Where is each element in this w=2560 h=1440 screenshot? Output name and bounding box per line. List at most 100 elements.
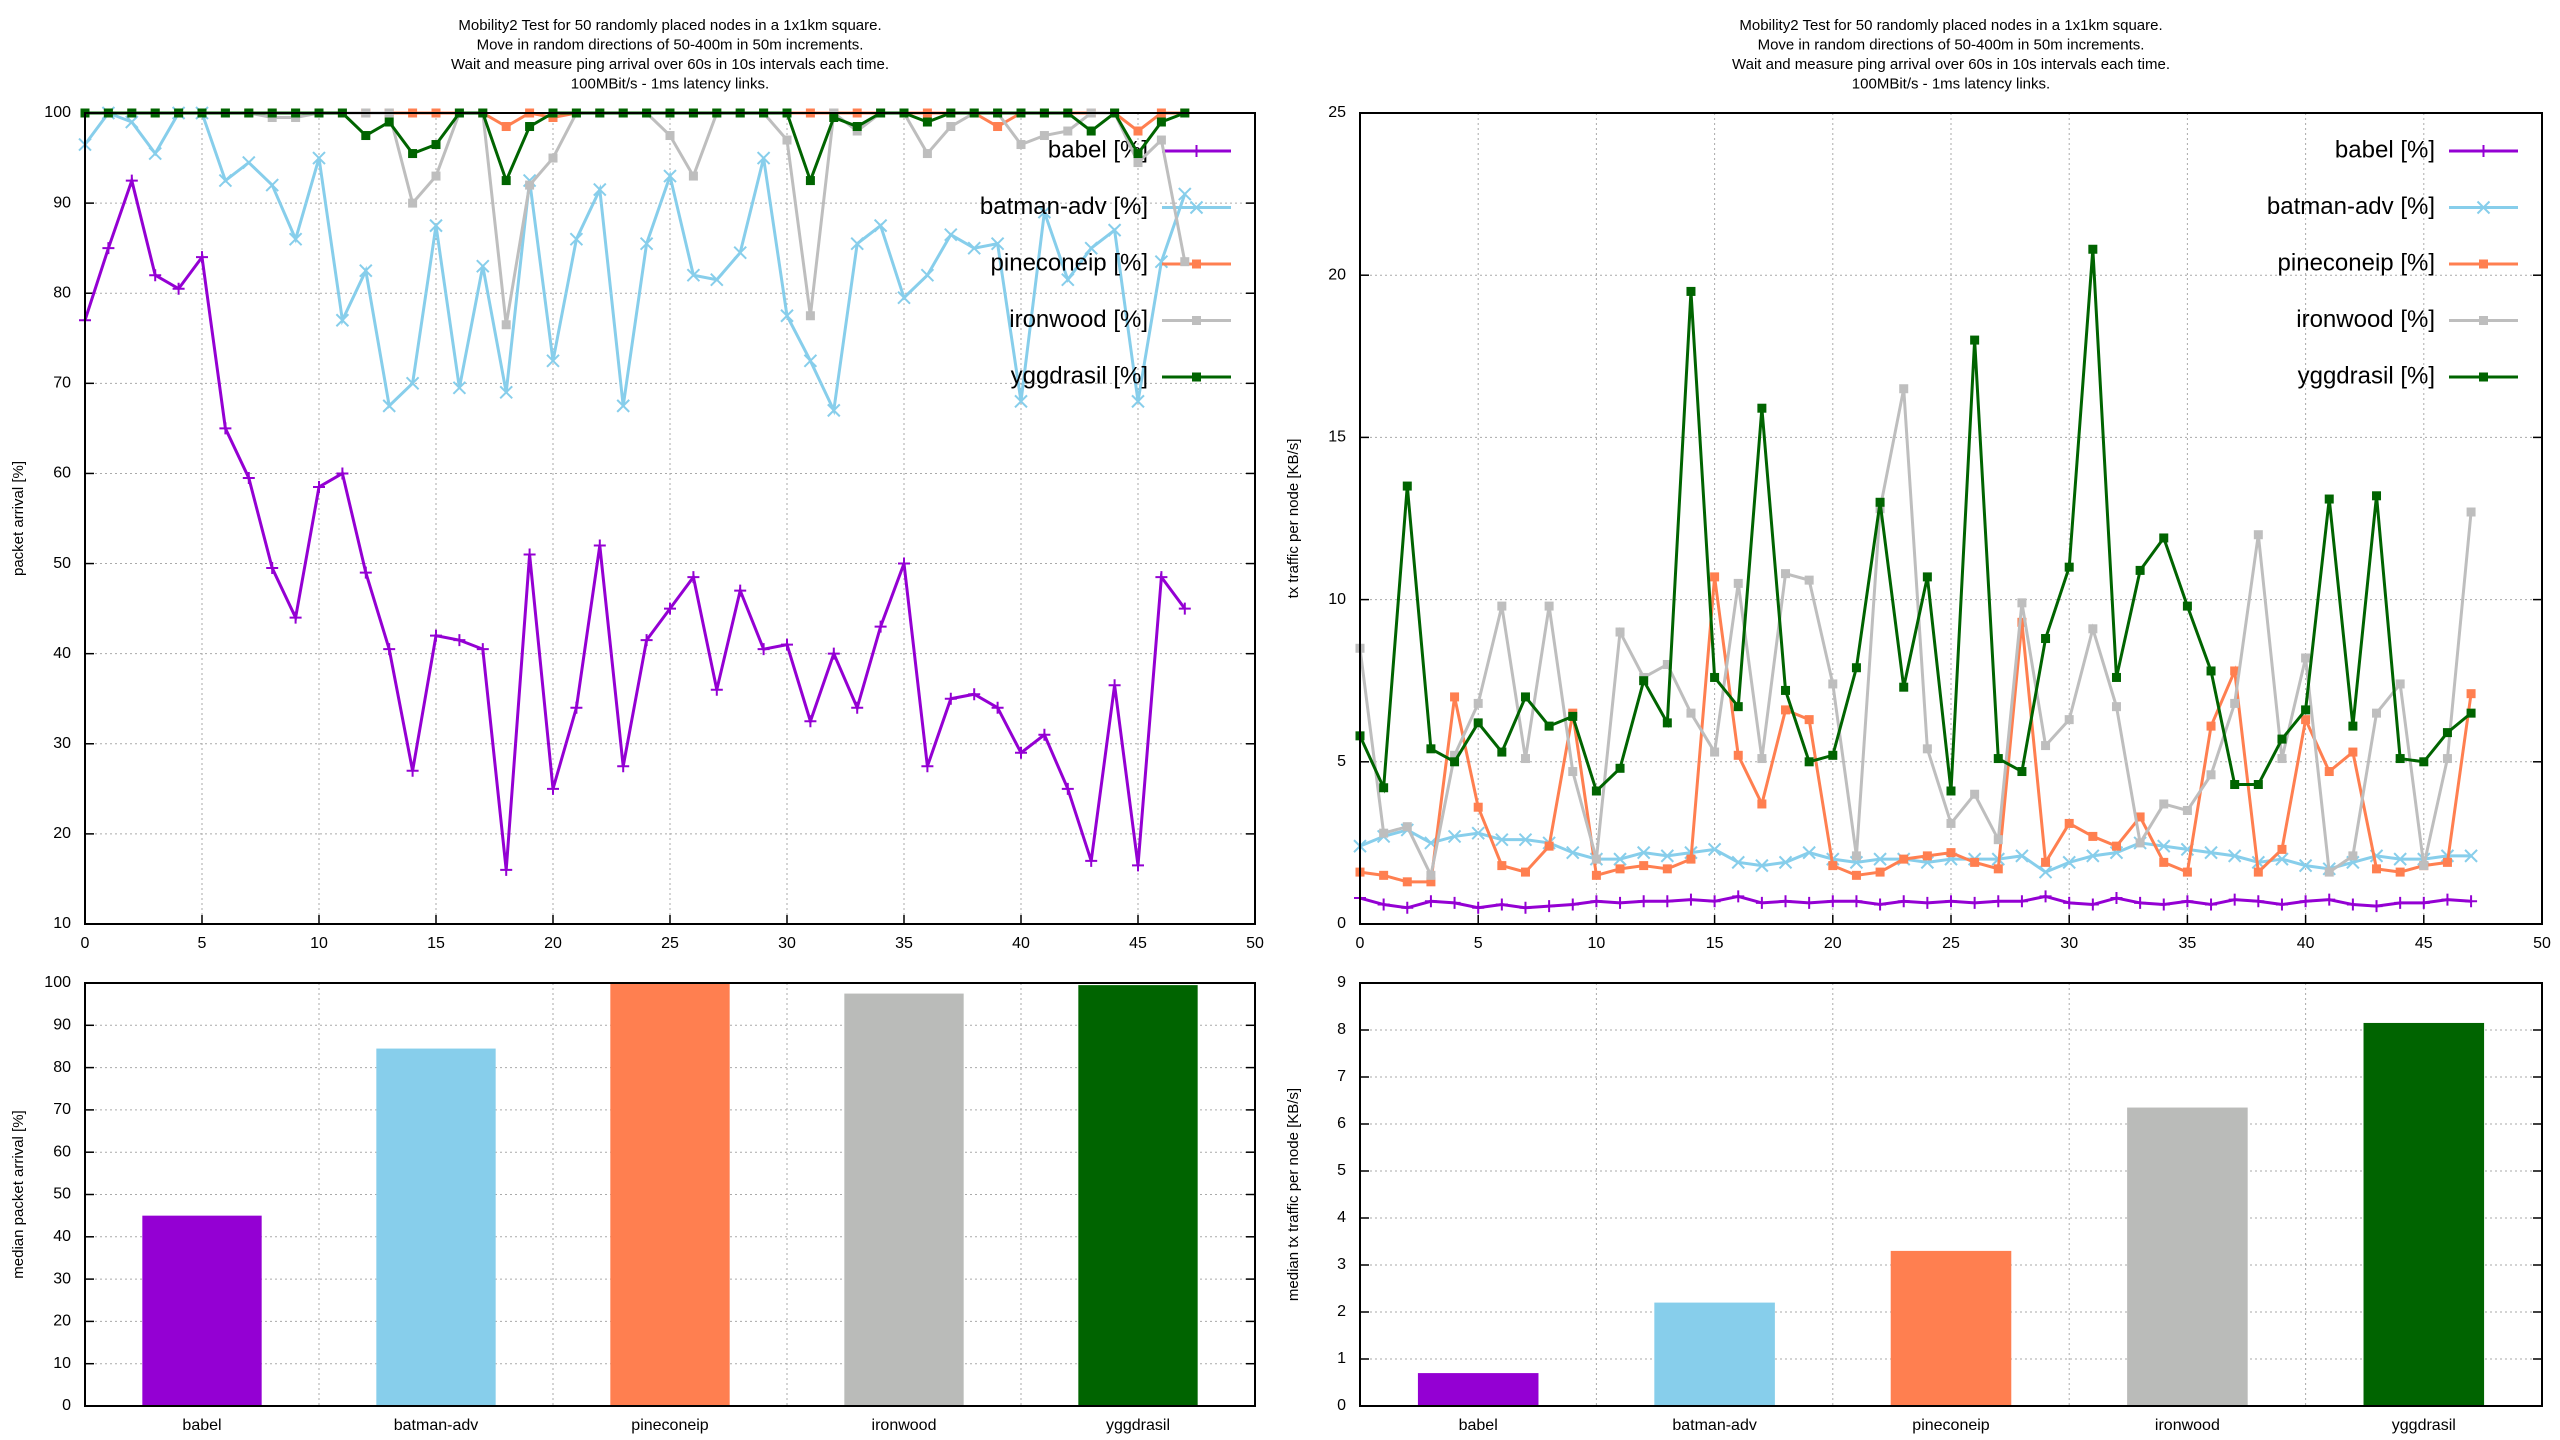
y-tick-label: 1: [1337, 1350, 1346, 1367]
point: [1803, 896, 1816, 909]
point: [1038, 728, 1051, 741]
y-tick-label: 40: [53, 1228, 71, 1245]
point: [803, 354, 818, 368]
point: [1732, 890, 1745, 903]
point: [266, 562, 279, 575]
point: [382, 399, 396, 413]
point: [2159, 533, 2169, 543]
point: [1708, 895, 1721, 908]
legend-marker: [2476, 200, 2491, 215]
x-tick-label: ironwood: [2155, 1417, 2220, 1434]
x-tick-label: 35: [895, 935, 913, 952]
point: [2464, 849, 2478, 863]
x-tick-label: 10: [1588, 935, 1606, 952]
y-tick-label: 0: [1337, 1397, 1346, 1414]
point: [2324, 867, 2334, 877]
y-axis-label: tx traffic per node [KB/s]: [1285, 439, 1302, 599]
point: [687, 571, 700, 584]
point: [1591, 786, 1601, 796]
point: [1946, 786, 1956, 796]
point: [1426, 744, 1436, 754]
point: [1662, 718, 1672, 728]
point: [1156, 117, 1166, 127]
bar: [1890, 1250, 2012, 1406]
point: [1662, 659, 1672, 669]
point: [408, 149, 418, 159]
x-tick-label: 0: [1356, 935, 1365, 952]
point: [1084, 241, 1098, 255]
y-tick-label: 7: [1337, 1068, 1346, 1085]
point: [781, 638, 793, 651]
point: [2062, 855, 2076, 870]
chart-title: Mobility2 Test for 50 randomly placed no…: [1739, 17, 2162, 34]
point: [1707, 842, 1722, 857]
point: [1970, 857, 1980, 867]
point: [242, 155, 256, 170]
y-tick-label: 70: [53, 1101, 71, 1118]
point: [525, 180, 535, 190]
point: [1710, 672, 1720, 682]
x-tick-label: yggdrasil: [2392, 1417, 2456, 1434]
point: [1131, 394, 1145, 409]
point: [944, 227, 958, 242]
point: [1804, 575, 1814, 585]
point: [757, 643, 770, 656]
point: [1828, 861, 1838, 871]
point: [569, 232, 584, 246]
point: [2252, 895, 2265, 908]
point: [1520, 692, 1530, 702]
point: [359, 263, 373, 278]
point: [2038, 865, 2053, 879]
point: [1377, 898, 1390, 911]
plot-frame: [84, 982, 1256, 1407]
point: [1473, 718, 1483, 728]
point: [1993, 864, 2003, 874]
point: [897, 291, 911, 305]
point: [2466, 708, 2476, 718]
point: [1379, 870, 1389, 880]
y-tick-label: 100: [44, 974, 71, 991]
point: [2206, 666, 2216, 676]
point: [547, 782, 559, 795]
point: [1614, 896, 1627, 909]
point: [2017, 767, 2027, 777]
y-tick-label: 90: [53, 194, 71, 211]
point: [2301, 653, 2311, 663]
point: [1804, 715, 1814, 725]
x-tick-label: 25: [661, 935, 679, 952]
point: [288, 232, 303, 246]
point: [2017, 617, 2027, 627]
point: [2039, 890, 2052, 903]
point: [2395, 867, 2405, 877]
chart-title: Wait and measure ping arrival over 60s i…: [451, 56, 889, 73]
point: [2466, 689, 2476, 699]
point: [1085, 854, 1098, 867]
chart-title: Move in random directions of 50-400m in …: [477, 36, 864, 53]
point: [852, 122, 862, 132]
point: [920, 268, 935, 282]
point: [1992, 895, 2005, 908]
bar: [142, 1215, 262, 1406]
x-tick-label: 20: [1824, 935, 1842, 952]
legend-marker: [1189, 200, 1204, 215]
point: [313, 480, 325, 493]
point: [218, 173, 233, 188]
chart-title: 100MBit/s - 1ms latency links.: [1852, 75, 2050, 92]
point: [827, 647, 840, 660]
point: [2063, 896, 2076, 909]
legend-marker: [2479, 259, 2488, 269]
point: [2135, 565, 2145, 575]
y-tick-label: 20: [53, 1313, 71, 1330]
point: [2395, 754, 2405, 764]
point: [805, 176, 815, 186]
point: [1757, 754, 1767, 764]
legend-marker: [1192, 372, 1201, 382]
point: [359, 566, 372, 579]
y-tick-label: 70: [53, 375, 71, 392]
point: [2370, 900, 2383, 913]
point: [2393, 852, 2407, 866]
point: [1471, 826, 1485, 840]
point: [1566, 898, 1579, 911]
point: [1178, 187, 1192, 201]
y-tick-label: 80: [53, 1059, 71, 1076]
